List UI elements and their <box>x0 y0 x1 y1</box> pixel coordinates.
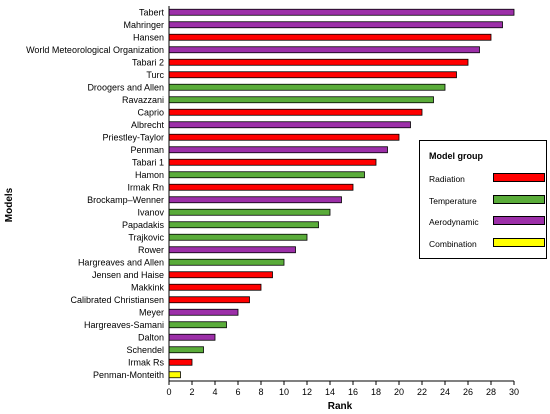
x-tick-label: 24 <box>440 387 450 397</box>
bar-papadakis <box>168 221 319 229</box>
y-tick-label: Droogers and Allen <box>87 82 164 92</box>
y-tick-label: Brockamp–Wenner <box>87 195 164 205</box>
bar-albrecht <box>168 121 411 129</box>
legend-item-combination: Combination <box>429 238 545 249</box>
x-tick-label: 16 <box>348 387 358 397</box>
y-tick-label: Tabert <box>139 7 165 17</box>
bar-mahringer <box>168 21 503 29</box>
bar-rower <box>168 246 296 254</box>
y-tick-label: Penman-Monteith <box>93 370 164 380</box>
y-tick-label: Trajkovic <box>128 232 164 242</box>
y-tick-label: World Meteorological Organization <box>26 45 164 55</box>
y-tick-label: Schendel <box>126 345 164 355</box>
bar-hamon <box>168 171 365 179</box>
x-tick-label: 20 <box>394 387 404 397</box>
legend: Model group Radiation Temperature Aerody… <box>419 140 547 259</box>
bar-dalton <box>168 333 216 341</box>
bar-irmak-rs <box>168 358 193 366</box>
y-tick-label: Papadakis <box>122 220 165 230</box>
bar-tabari-1 <box>168 158 377 166</box>
x-axis-label: Rank <box>328 401 353 412</box>
y-tick-label: Meyer <box>139 307 164 317</box>
bars-group <box>168 8 515 379</box>
x-tick-label: 30 <box>509 387 519 397</box>
y-tick-labels: Tabert Mahringer Hansen World Meteorologica… <box>26 7 164 380</box>
x-tick-label: 28 <box>486 387 496 397</box>
y-tick-label: Mahringer <box>123 20 164 30</box>
legend-item-radiation: Radiation <box>429 173 545 184</box>
y-tick-label: Hargreaves-Samani <box>84 320 164 330</box>
bar-makkink <box>168 283 262 291</box>
x-ticks: 0 2 4 6 8 10 12 14 16 18 20 22 24 26 28 30 <box>166 381 519 397</box>
y-tick-label: Dalton <box>138 332 164 342</box>
bar-caprio <box>168 108 423 116</box>
legend-item-temperature: Temperature <box>429 195 545 206</box>
y-tick-label: Caprio <box>137 107 164 117</box>
x-tick-label: 14 <box>325 387 335 397</box>
bar-ivanov <box>168 208 331 216</box>
y-tick-label: Irmak Rs <box>128 357 165 367</box>
bar-schendel <box>168 346 204 354</box>
x-tick-label: 2 <box>189 387 194 397</box>
x-tick-label: 6 <box>235 387 240 397</box>
y-tick-label: Turc <box>146 70 164 80</box>
x-tick-label: 0 <box>166 387 171 397</box>
y-tick-label: Hargreaves and Allen <box>78 257 164 267</box>
bar-hansen <box>168 33 492 41</box>
y-tick-label: Ravazzani <box>122 95 164 105</box>
legend-swatch-temperature <box>493 195 545 204</box>
bar-tabari-2 <box>168 58 469 66</box>
legend-label: Radiation <box>429 174 465 184</box>
x-tick-label: 22 <box>417 387 427 397</box>
bar-priestley-taylor <box>168 133 400 141</box>
legend-item-aerodynamic: Aerodynamic <box>429 216 545 227</box>
bar-world-meteorological-organization <box>168 46 480 54</box>
x-tick-label: 10 <box>279 387 289 397</box>
bar-calibrated-christiansen <box>168 296 250 304</box>
bar-turc <box>168 71 457 79</box>
y-tick-label: Albrecht <box>131 120 165 130</box>
bar-tabert <box>168 8 515 16</box>
bar-brockamp-wenner <box>168 196 342 204</box>
bar-penman <box>168 146 388 154</box>
x-tick-label: 4 <box>212 387 217 397</box>
y-tick-label: Jensen and Haise <box>92 270 164 280</box>
y-tick-label: Priestley-Taylor <box>102 132 164 142</box>
bar-hargreaves-and-allen <box>168 258 285 266</box>
y-tick-label: Tabari 2 <box>132 57 164 67</box>
bar-droogers-and-allen <box>168 83 446 91</box>
y-tick-label: Ivanov <box>137 207 164 217</box>
bar-jensen-and-haise <box>168 271 273 279</box>
legend-swatch-combination <box>493 238 545 247</box>
y-tick-label: Tabari 1 <box>132 157 164 167</box>
x-tick-label: 26 <box>463 387 473 397</box>
bar-irmak-rn <box>168 183 354 191</box>
legend-swatch-aerodynamic <box>493 216 545 225</box>
legend-swatch-radiation <box>493 173 545 182</box>
y-tick-label: Irmak Rn <box>127 182 164 192</box>
bar-penman-monteith <box>168 371 181 379</box>
y-axis-label: Models <box>4 187 15 222</box>
y-tick-label: Hansen <box>133 32 164 42</box>
bar-trajkovic <box>168 233 308 241</box>
bar-ravazzani <box>168 96 434 104</box>
bar-meyer <box>168 308 239 316</box>
bar-hargreaves-samani <box>168 321 227 329</box>
legend-label: Aerodynamic <box>429 217 479 227</box>
y-tick-label: Hamon <box>135 170 164 180</box>
legend-title: Model group <box>429 151 483 161</box>
x-tick-label: 8 <box>258 387 263 397</box>
legend-label: Temperature <box>429 196 477 206</box>
y-tick-label: Rower <box>138 245 164 255</box>
x-tick-label: 18 <box>371 387 381 397</box>
y-tick-label: Calibrated Christiansen <box>70 295 164 305</box>
legend-label: Combination <box>429 239 477 249</box>
y-tick-label: Penman <box>130 145 164 155</box>
y-tick-label: Makkink <box>131 282 165 292</box>
x-tick-label: 12 <box>302 387 312 397</box>
